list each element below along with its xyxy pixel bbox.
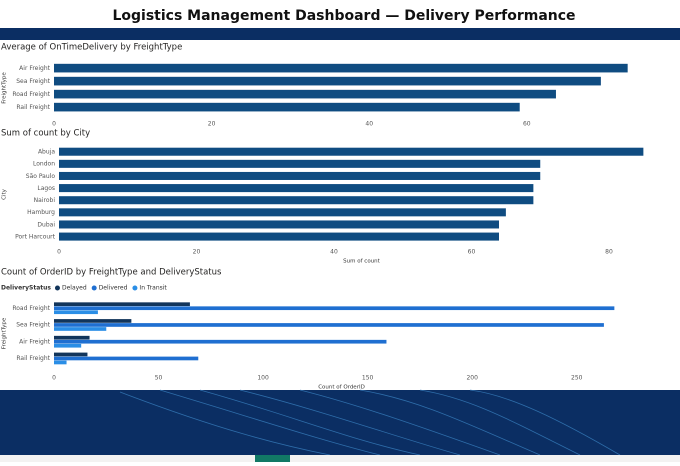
bar [59, 159, 541, 168]
x-tick-label: 20 [208, 121, 216, 128]
bar [54, 356, 199, 361]
x-tick-label: 80 [605, 249, 613, 256]
bar [54, 352, 88, 357]
y-tick-label: Hamburg [27, 209, 55, 216]
y-tick-label: Abuja [38, 149, 55, 156]
x-tick-label: 50 [155, 375, 163, 382]
bar [59, 208, 506, 217]
legend-label: In Transit [139, 285, 167, 292]
decoration [119, 389, 621, 456]
bar [54, 327, 107, 331]
x-tick-label: 250 [571, 375, 583, 382]
x-tick-label: 40 [365, 121, 373, 128]
y-tick-label: Rail Freight [16, 104, 50, 111]
bar [54, 306, 615, 311]
legend-label: Delivered [99, 285, 128, 292]
y-tick-label: London [33, 161, 55, 168]
bar [54, 310, 98, 315]
legend-label: Delayed [62, 285, 87, 292]
dashboard-title: Logistics Management Dashboard — Deliver… [112, 8, 575, 24]
footer-band [0, 390, 680, 455]
bar [54, 102, 520, 112]
y-axis-title: FreightType [2, 317, 8, 349]
y-tick-label: Road Freight [12, 91, 50, 98]
x-tick-label: 0 [52, 121, 56, 128]
x-tick-label: 60 [468, 249, 476, 256]
legend-marker [91, 285, 97, 291]
y-tick-label: Sea Freight [16, 78, 50, 85]
bar [54, 89, 556, 99]
y-axis-title: FreightType [2, 72, 8, 104]
legend-marker [54, 285, 60, 291]
bar [59, 196, 534, 205]
bar [54, 360, 67, 365]
y-tick-label: Air Freight [19, 338, 50, 345]
x-tick-label: 20 [193, 249, 201, 256]
x-axis-title: Count of OrderID [318, 385, 365, 391]
bar [54, 302, 190, 307]
y-tick-label: Sea Freight [16, 322, 50, 329]
x-tick-label: 0 [52, 375, 56, 382]
y-tick-label: São Paulo [26, 173, 56, 180]
legend-title: DeliveryStatus [1, 285, 51, 292]
bar [54, 319, 132, 323]
bar [59, 220, 499, 229]
y-tick-label: Lagos [37, 185, 55, 192]
y-tick-label: Nairobi [34, 197, 56, 204]
bar [54, 343, 82, 348]
y-tick-label: Dubai [37, 221, 55, 228]
bar [59, 232, 499, 241]
y-tick-label: Port Harcourt [15, 233, 56, 240]
x-tick-label: 200 [466, 375, 478, 382]
bar [54, 323, 604, 327]
x-tick-label: 60 [523, 121, 531, 128]
chart-title: Average of OnTimeDelivery by FreightType [1, 43, 182, 53]
x-tick-label: 150 [362, 375, 374, 382]
legend-marker [132, 285, 138, 291]
bar [54, 335, 90, 340]
page-tab[interactable] [255, 455, 290, 462]
bar [59, 184, 534, 193]
x-tick-label: 40 [330, 249, 338, 256]
chart-title: Sum of count by City [1, 129, 90, 139]
bar [59, 171, 541, 180]
chart-title: Count of OrderID by FreightType and Deli… [1, 268, 222, 278]
x-tick-label: 0 [57, 249, 61, 256]
y-tick-label: Air Freight [19, 65, 50, 72]
x-tick-label: 100 [257, 375, 269, 382]
status-bar [0, 455, 680, 462]
bar [54, 76, 601, 86]
y-axis-title: City [2, 188, 8, 200]
y-tick-label: Rail Freight [16, 355, 50, 362]
bar [54, 339, 387, 344]
header-band [0, 28, 680, 40]
bar [59, 147, 644, 156]
y-tick-label: Road Freight [12, 305, 50, 312]
x-axis-title: Sum of count [343, 259, 380, 265]
bar [54, 63, 628, 73]
